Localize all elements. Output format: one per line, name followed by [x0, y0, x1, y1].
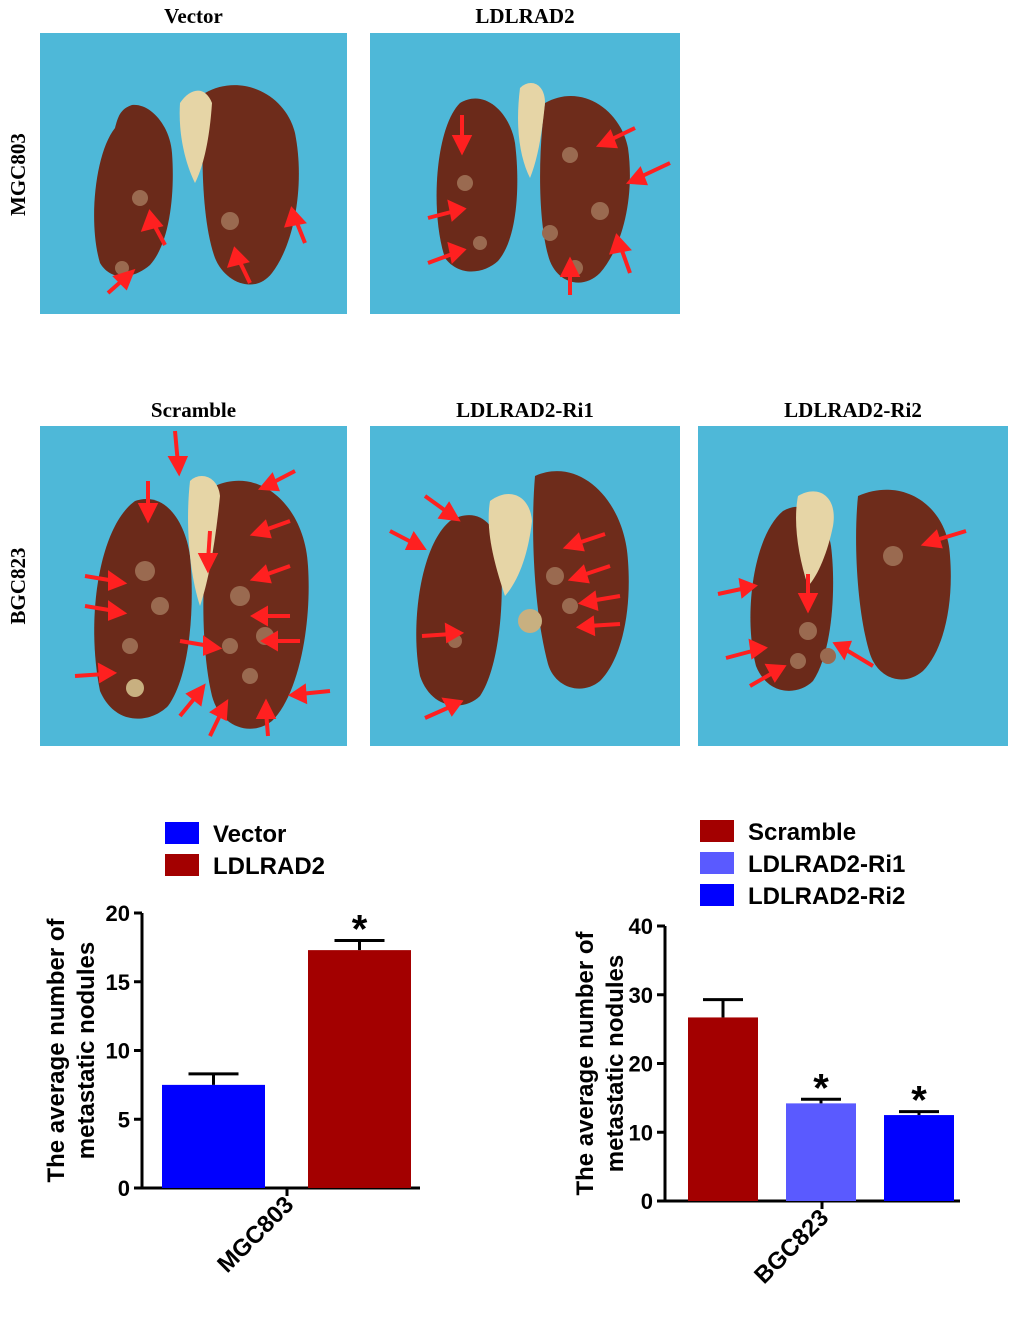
- y-tick-label-4: 20: [106, 901, 130, 926]
- panel-label-ldlrad2: LDLRAD2: [475, 4, 575, 28]
- y-tick-label-0: 0: [118, 1176, 130, 1201]
- legend-label-1: LDLRAD2-Ri1: [748, 851, 905, 878]
- photo-ri2-bgc823: [698, 426, 1008, 746]
- y-tick-label-3: 15: [106, 970, 130, 995]
- y-axis-label-line1: The average number of: [43, 917, 70, 1182]
- significance-marker-2: *: [911, 1079, 927, 1123]
- x-category-label-0: MGC803: [212, 1191, 299, 1278]
- legend-swatch-0: [165, 822, 199, 844]
- chart-mgc803: Vector LDLRAD2 The average number of metast…: [43, 821, 420, 1278]
- significance-marker-1: *: [813, 1066, 829, 1110]
- y-axis-label-line2: metastatic nodules: [602, 955, 629, 1172]
- photo-scramble-bgc823: [40, 426, 347, 746]
- bar-0: [688, 1017, 758, 1201]
- y-tick-label-2: 10: [106, 1039, 130, 1064]
- lung-image-ri1: [389, 471, 629, 720]
- bar-0: [162, 1084, 265, 1188]
- panel-label-ri1: LDLRAD2-Ri1: [456, 398, 594, 422]
- legend-swatch-0: [700, 820, 734, 842]
- photo-vector-mgc803: [40, 33, 347, 314]
- legend-label-0: Scramble: [748, 819, 856, 846]
- legend-label-2: LDLRAD2-Ri2: [748, 883, 905, 910]
- photo-ldlrad2-mgc803: [370, 33, 680, 314]
- y-tick-label-2: 20: [629, 1052, 653, 1077]
- lung-image-ldlrad2: [427, 83, 671, 295]
- legend-label-0: Vector: [213, 821, 286, 848]
- chart-bgc823: Scramble LDLRAD2-Ri1 LDLRAD2-Ri2 The averag…: [572, 819, 960, 1289]
- lung-image-vector: [94, 85, 307, 295]
- legend-label-1: LDLRAD2: [213, 853, 325, 880]
- bar-1: [308, 950, 411, 1188]
- photo-ri1-bgc823: [370, 426, 680, 746]
- legend-swatch-1: [165, 854, 199, 876]
- y-tick-label-4: 40: [629, 914, 653, 939]
- y-tick-label-0: 0: [641, 1189, 653, 1214]
- legend-swatch-1: [700, 852, 734, 874]
- y-axis-label-line1: The average number of: [572, 930, 599, 1195]
- row-label-mgc803: MGC803: [6, 133, 30, 216]
- x-category-label-0: BGC823: [749, 1204, 834, 1289]
- panel-label-vector: Vector: [164, 4, 223, 28]
- legend-swatch-2: [700, 884, 734, 906]
- bar-1: [786, 1103, 856, 1201]
- panel-label-scramble: Scramble: [150, 398, 237, 422]
- bar-2: [884, 1115, 954, 1201]
- lung-image-scramble: [74, 430, 331, 737]
- panel-label-ri2: LDLRAD2-Ri2: [784, 398, 922, 422]
- y-tick-label-1: 10: [629, 1120, 653, 1145]
- y-tick-label-3: 30: [629, 983, 653, 1008]
- y-tick-label-1: 5: [118, 1107, 130, 1132]
- significance-marker-1: *: [352, 908, 368, 952]
- y-axis-label-line2: metastatic nodules: [73, 942, 100, 1159]
- lung-image-ri2: [717, 489, 967, 691]
- row-label-bgc823: BGC823: [6, 547, 30, 625]
